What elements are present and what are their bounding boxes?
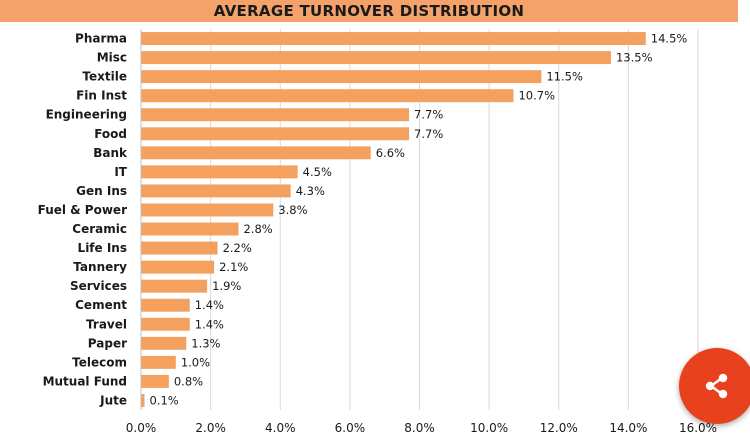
category-label-18: Mutual Fund: [43, 374, 127, 388]
data-label-13: 1.9%: [212, 279, 241, 293]
data-label-5: 7.7%: [414, 127, 443, 141]
bar-17: [141, 355, 176, 369]
bar-9: [141, 203, 274, 217]
data-label-7: 4.5%: [303, 165, 332, 179]
bar-3: [141, 89, 514, 103]
share-button[interactable]: [679, 348, 750, 424]
category-label-15: Travel: [86, 317, 127, 331]
category-label-8: Gen Ins: [76, 184, 127, 198]
category-label-9: Fuel & Power: [38, 203, 127, 217]
x-tick-label-1: 2.0%: [195, 421, 226, 435]
data-label-16: 1.3%: [191, 336, 220, 350]
category-label-1: Misc: [97, 51, 127, 65]
data-label-18: 0.8%: [174, 374, 203, 388]
x-tick-label-6: 12.0%: [540, 421, 578, 435]
category-label-12: Tannery: [73, 260, 127, 274]
data-label-15: 1.4%: [195, 317, 224, 331]
bar-16: [141, 336, 187, 350]
category-label-5: Food: [94, 127, 127, 141]
data-label-1: 13.5%: [616, 51, 653, 65]
bar-4: [141, 108, 410, 122]
category-label-14: Cement: [75, 298, 127, 312]
category-label-11: Life Ins: [78, 241, 127, 255]
bar-14: [141, 298, 190, 312]
data-label-9: 3.8%: [278, 203, 307, 217]
category-label-6: Bank: [93, 146, 128, 160]
data-label-6: 6.6%: [376, 146, 405, 160]
bar-13: [141, 279, 208, 293]
category-label-4: Engineering: [46, 108, 127, 122]
data-label-4: 7.7%: [414, 108, 443, 122]
category-label-0: Pharma: [75, 32, 127, 46]
data-label-8: 4.3%: [296, 184, 325, 198]
x-tick-label-8: 16.0%: [679, 421, 717, 435]
data-label-12: 2.1%: [219, 260, 248, 274]
data-label-19: 0.1%: [149, 393, 178, 407]
category-label-17: Telecom: [72, 355, 127, 369]
bar-19: [141, 393, 145, 407]
data-label-11: 2.2%: [223, 241, 252, 255]
bar-11: [141, 241, 218, 255]
data-label-17: 1.0%: [181, 355, 210, 369]
bar-15: [141, 317, 190, 331]
bar-6: [141, 146, 371, 160]
chart-title-bar: AVERAGE TURNOVER DISTRIBUTION: [0, 0, 738, 22]
category-label-13: Services: [70, 279, 127, 293]
x-tick-label-4: 8.0%: [404, 421, 435, 435]
category-label-3: Fin Inst: [76, 89, 127, 103]
share-icon: [705, 373, 728, 399]
category-label-7: IT: [114, 165, 127, 179]
category-label-2: Textile: [82, 70, 127, 84]
data-label-10: 2.8%: [243, 222, 272, 236]
bar-1: [141, 51, 611, 65]
x-tick-label-2: 4.0%: [265, 421, 296, 435]
data-label-2: 11.5%: [546, 70, 583, 84]
bar-2: [141, 70, 542, 84]
x-tick-label-5: 10.0%: [470, 421, 508, 435]
category-label-19: Jute: [99, 393, 127, 407]
data-label-3: 10.7%: [518, 89, 555, 103]
bar-12: [141, 260, 215, 274]
bar-8: [141, 184, 291, 198]
data-label-14: 1.4%: [195, 298, 224, 312]
category-label-16: Paper: [88, 336, 127, 350]
x-tick-label-0: 0.0%: [126, 421, 157, 435]
bar-18: [141, 374, 169, 388]
bar-10: [141, 222, 239, 236]
data-label-0: 14.5%: [651, 32, 688, 46]
chart-title: AVERAGE TURNOVER DISTRIBUTION: [213, 2, 525, 20]
category-label-10: Ceramic: [72, 222, 127, 236]
bar-7: [141, 165, 298, 179]
x-tick-label-7: 14.0%: [609, 421, 647, 435]
bar-5: [141, 127, 410, 141]
bar-0: [141, 32, 646, 46]
x-tick-label-3: 6.0%: [335, 421, 366, 435]
